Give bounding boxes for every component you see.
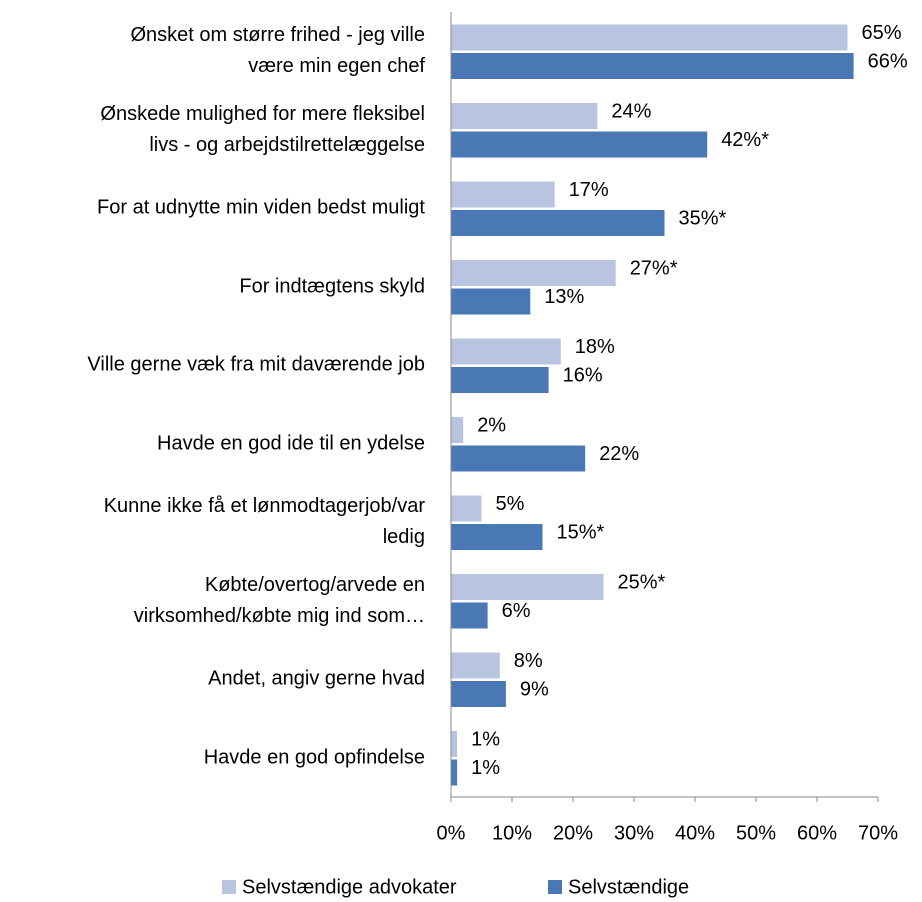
x-tick-label: 10% [492,822,532,844]
bar [451,24,848,51]
bar [451,574,604,600]
bar [451,602,488,629]
category-label: Købte/overtog/arvede en virksomhed/købte… [133,573,425,627]
x-tick-label: 40% [675,822,715,844]
category-label: Andet, angiv gerne hvad [208,667,425,690]
value-label: 35%* [679,207,727,229]
bar [451,445,586,472]
bar [451,210,665,236]
value-label: 2% [477,414,506,436]
value-label: 65% [862,22,902,44]
category-label: Ville gerne væk fra mit daværende job [87,353,425,376]
category-label: For at udnytte min viden bedst muligt [97,196,425,219]
value-label: 22% [599,443,639,465]
bar [451,759,458,786]
category-label: Havde en god ide til en ydelse [157,432,425,455]
value-label: 15%* [557,521,605,543]
x-tick-label: 50% [736,822,776,844]
bar [451,652,500,679]
value-label: 13% [544,286,584,308]
value-label: 66% [868,50,908,72]
value-label: 6% [502,600,531,622]
bar [451,495,482,522]
legend-label: Selvstændige [568,876,689,898]
x-tick-label: 70% [858,822,898,844]
value-label: 27%* [630,257,678,279]
x-tick-label: 30% [614,822,654,844]
bar [451,731,458,757]
category-label: Havde en god opfindelse [203,746,425,769]
bar [451,288,531,315]
x-tick-label: 60% [797,822,837,844]
legend-swatch [222,880,236,894]
bar [451,524,543,550]
bar [451,103,598,129]
bar [451,367,549,393]
bar [451,53,854,79]
value-label: 8% [514,650,543,672]
bar [451,338,561,365]
value-label: 24% [611,100,651,122]
legend-swatch [548,880,562,894]
category-label: Ønsket om større frihed - jeg ville være… [130,24,425,78]
value-label: 9% [520,678,549,700]
value-label: 42%* [721,129,769,151]
x-tick-label: 0% [437,822,466,844]
bar [451,681,506,707]
value-label: 17% [569,179,609,201]
value-label: 18% [575,336,615,358]
category-label: Kunne ikke få et lønmodtagerjob/var ledi… [103,495,425,549]
category-label: Ønskede mulighed for mere fleksibel livs… [100,102,425,156]
bar [451,417,464,443]
value-label: 5% [496,493,525,515]
value-label: 1% [471,757,500,779]
value-label: 25%* [618,571,666,593]
bar [451,260,616,286]
value-label: 16% [563,364,603,386]
bar [451,181,555,208]
x-tick-label: 20% [553,822,593,844]
bar [451,131,708,158]
legend-label: Selvstændige advokater [242,876,457,898]
value-label: 1% [471,728,500,750]
category-label: For indtægtens skyld [239,275,425,298]
